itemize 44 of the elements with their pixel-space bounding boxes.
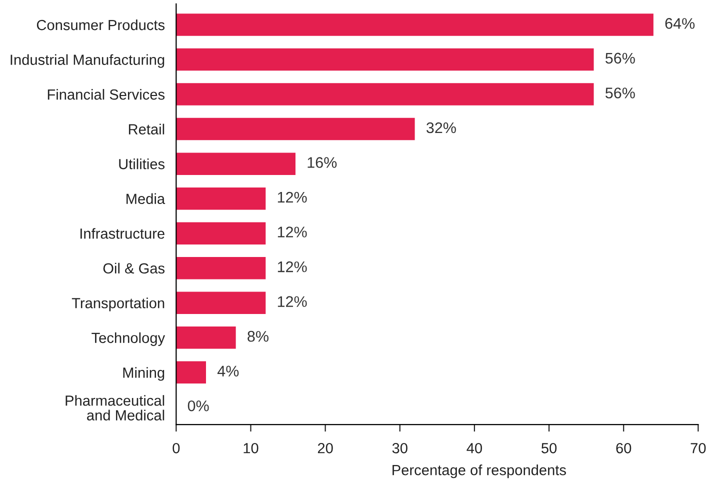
y-tick-label: Oil & Gas bbox=[103, 262, 165, 274]
y-tick-label: Financial Services bbox=[48, 89, 165, 100]
data-label: 12% bbox=[278, 192, 307, 203]
x-tick-label: 40 bbox=[466, 443, 482, 454]
bar bbox=[176, 222, 266, 244]
data-label: 4% bbox=[217, 366, 239, 376]
x-tick-label: 70 bbox=[690, 443, 706, 454]
bar bbox=[176, 256, 266, 280]
x-tick-label: 0 bbox=[172, 443, 180, 454]
x-tick-label: 10 bbox=[244, 443, 258, 454]
x-tick-label: 50 bbox=[542, 443, 557, 454]
data-label: 12% bbox=[278, 296, 307, 307]
x-tick-label: 20 bbox=[318, 443, 333, 454]
y-tick-label: Technology bbox=[92, 332, 166, 346]
y-tick-label: Utilities bbox=[119, 158, 165, 170]
data-label: 8% bbox=[248, 330, 268, 342]
y-tick-label: Industrial Manufacturing bbox=[10, 54, 164, 68]
data-label: 12% bbox=[278, 226, 307, 238]
bar bbox=[176, 326, 236, 349]
bar bbox=[176, 83, 594, 106]
data-label: 64% bbox=[665, 18, 695, 29]
y-tick-label: Media bbox=[126, 193, 166, 204]
bar bbox=[176, 152, 296, 175]
y-tick-label: Infrastructure bbox=[80, 228, 164, 239]
bar bbox=[176, 118, 415, 140]
bar bbox=[176, 187, 266, 210]
y-tick-label: Retail bbox=[128, 124, 164, 134]
bar bbox=[176, 361, 206, 384]
data-label: 0% bbox=[188, 400, 209, 412]
x-tick-label: 60 bbox=[616, 443, 632, 454]
y-tick-label: Transportation bbox=[72, 298, 164, 312]
x-axis-title: Percentage of respondents bbox=[392, 464, 566, 478]
data-label: 32% bbox=[426, 122, 456, 134]
data-label: 12% bbox=[278, 261, 307, 272]
data-label: 56% bbox=[605, 52, 635, 64]
data-label: 16% bbox=[308, 157, 337, 168]
y-tick-label: Pharmaceutical and Medical bbox=[66, 395, 164, 420]
data-label: 56% bbox=[605, 88, 635, 98]
y-tick-label: Consumer Products bbox=[36, 19, 165, 30]
x-tick-label: 30 bbox=[392, 443, 408, 454]
bar bbox=[176, 14, 654, 36]
bar bbox=[176, 292, 266, 314]
y-tick-label: Mining bbox=[123, 367, 164, 381]
bar bbox=[176, 48, 594, 71]
